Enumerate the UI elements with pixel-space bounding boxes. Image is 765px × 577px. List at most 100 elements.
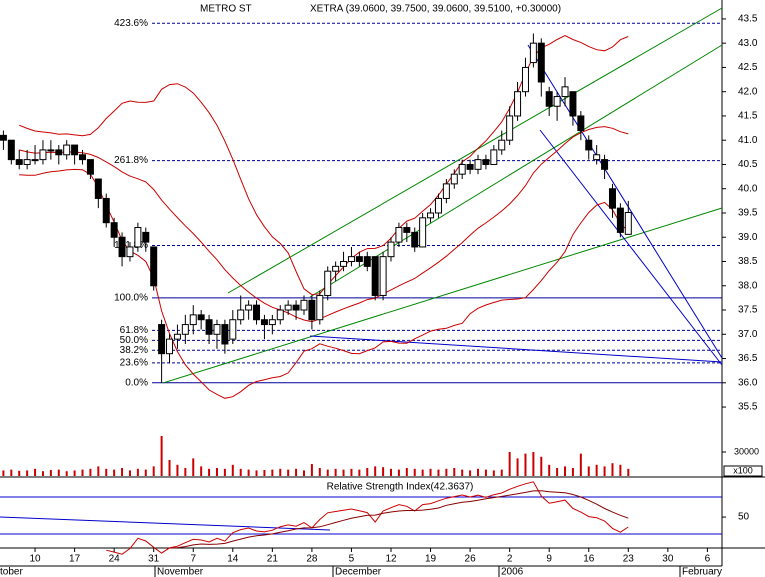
candle-body <box>506 115 514 141</box>
candle-body <box>0 134 7 141</box>
y-tick-label: 35.5 <box>738 402 758 413</box>
candle-body <box>205 319 213 335</box>
volume-bar <box>192 458 195 476</box>
candle-body <box>616 207 624 233</box>
candle-body <box>7 139 15 161</box>
volume-bar <box>295 468 298 476</box>
candle-body <box>213 324 221 335</box>
fib-label: 161.8% <box>114 240 148 251</box>
candle-body <box>561 86 569 98</box>
volume-bar <box>548 464 551 476</box>
volume-bar <box>26 470 29 476</box>
volume-bar <box>390 468 392 476</box>
y-tick-label: 38.5 <box>738 256 758 267</box>
candle-body <box>482 159 490 165</box>
y-tick-label: 43.5 <box>738 14 758 25</box>
volume-bar <box>121 468 124 476</box>
y-tick-label: 40.5 <box>738 159 758 170</box>
candle-body <box>142 231 150 243</box>
candle-body <box>624 212 632 235</box>
candle-body <box>514 91 522 117</box>
fib-label: 423.6% <box>114 18 148 29</box>
volume-bar <box>469 470 472 476</box>
x-tick-label: 6 <box>705 554 711 565</box>
rsi-average <box>169 490 629 549</box>
chart-title: METRO ST <box>200 4 252 15</box>
x-tick-label: 10 <box>29 554 41 565</box>
month-label: tober <box>0 567 23 577</box>
candle-body <box>545 91 553 107</box>
candle-body <box>181 324 189 335</box>
candle-body <box>71 144 79 156</box>
candle-body <box>15 159 23 165</box>
month-label: December <box>335 567 382 577</box>
fib-label: 38.2% <box>120 345 148 356</box>
x-tick-label: 26 <box>465 554 477 565</box>
candle-body <box>79 154 87 161</box>
candle-body <box>419 217 427 248</box>
volume-bar <box>136 468 139 476</box>
volume-bar <box>168 460 171 476</box>
volume-bar <box>619 464 622 476</box>
y-tick-label: 42.0 <box>738 86 758 97</box>
fib-label: 0.0% <box>125 377 148 388</box>
candle-body <box>221 324 229 345</box>
volume-bar <box>255 470 258 476</box>
volume-bar <box>579 453 582 476</box>
chart-subtitle: XETRA (39.0600, 39.7500, 39.0600, 39.510… <box>310 4 561 15</box>
volume-bar <box>81 469 84 476</box>
candle-body <box>134 227 142 248</box>
month-label: November <box>157 567 204 577</box>
candle-body <box>189 314 197 326</box>
volume-bar <box>279 468 282 476</box>
volume-bar <box>508 452 511 476</box>
y-tick-label: 36.5 <box>738 353 758 364</box>
volume-bar <box>247 469 250 476</box>
volume-bar <box>310 464 313 476</box>
unit-box <box>723 465 763 477</box>
y-tick-label: 41.0 <box>738 135 758 146</box>
candle-body <box>427 212 435 219</box>
candle-body <box>300 299 308 311</box>
candle-body <box>150 246 158 287</box>
volume-bar <box>358 469 361 476</box>
trend-line <box>539 129 723 366</box>
x-tick-label: 19 <box>425 554 437 565</box>
volume-bar <box>532 452 535 476</box>
x-tick-label: 30 <box>662 554 674 565</box>
candle-body <box>55 149 63 156</box>
volume-bar <box>413 468 416 476</box>
candle-body <box>411 231 419 248</box>
candle-body <box>537 42 545 83</box>
candle-body <box>110 222 118 238</box>
trend-line <box>309 335 723 363</box>
volume-bar <box>421 469 424 476</box>
x-tick-label: 14 <box>227 554 239 565</box>
volume-bar <box>113 469 116 476</box>
candle-body <box>173 333 181 340</box>
volume-bar <box>231 464 234 476</box>
candle-body <box>276 309 284 321</box>
candle-body <box>608 188 616 209</box>
volume-unit: x100 <box>733 465 753 475</box>
candle-body <box>63 144 71 156</box>
volume-bar <box>57 469 60 476</box>
moving-average <box>19 126 629 323</box>
y-tick-label: 42.5 <box>738 62 758 73</box>
volume-bar <box>405 468 408 476</box>
trend-line <box>227 7 723 294</box>
volume-bar <box>500 469 503 476</box>
volume-bar <box>65 471 68 476</box>
volume-bar <box>208 468 211 476</box>
candle-body <box>466 163 474 170</box>
volume-bar <box>595 464 598 476</box>
volume-bar <box>239 468 242 476</box>
candle-body <box>23 159 31 165</box>
candle-body <box>490 149 498 165</box>
fib-label: 23.6% <box>120 358 148 369</box>
volume-bar <box>492 470 495 476</box>
y-tick-label: 37.5 <box>738 305 758 316</box>
volume-bar <box>429 468 432 476</box>
volume-bar <box>287 469 290 476</box>
